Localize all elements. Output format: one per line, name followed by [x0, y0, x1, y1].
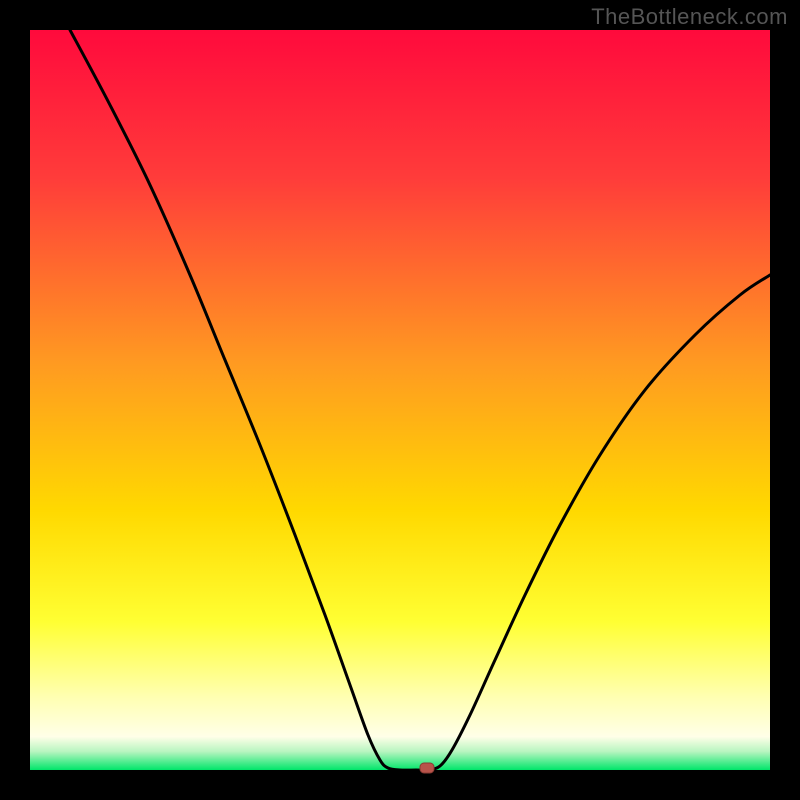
chart-container: TheBottleneck.com — [0, 0, 800, 800]
chart-background — [30, 30, 770, 770]
bottleneck-curve-chart — [0, 0, 800, 800]
minimum-marker — [420, 763, 434, 773]
watermark-text: TheBottleneck.com — [591, 4, 788, 30]
